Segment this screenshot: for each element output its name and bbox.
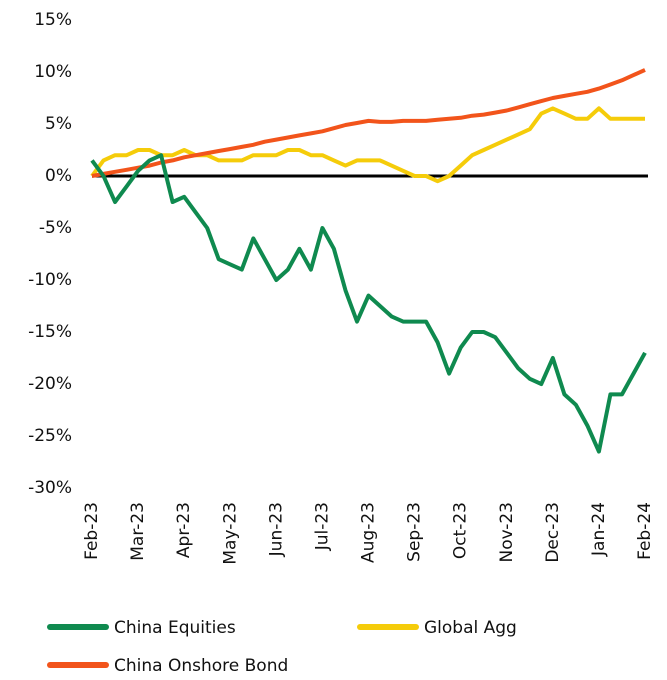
y-tick-label: -25% <box>28 426 72 446</box>
x-tick-label: Feb-24 <box>635 502 655 560</box>
series-line <box>91 68 646 178</box>
y-tick-label: -5% <box>39 218 72 238</box>
legend-label: China Onshore Bond <box>114 656 288 676</box>
x-tick-label: Jan-24 <box>589 502 609 557</box>
x-tick-label: Apr-23 <box>174 502 194 558</box>
x-tick-label: Mar-23 <box>128 502 148 561</box>
x-tick-label: Dec-23 <box>543 502 563 563</box>
y-tick-label: 5% <box>45 114 72 134</box>
y-tick-label: 10% <box>34 62 72 82</box>
y-tick-label: -30% <box>28 478 72 498</box>
x-tick-label: Jul-23 <box>312 502 332 551</box>
x-tick-label: Sep-23 <box>405 502 425 562</box>
legend-label: China Equities <box>114 618 236 638</box>
x-tick-label: Jun-23 <box>266 502 286 557</box>
series-line <box>90 106 645 184</box>
x-tick-label: Nov-23 <box>497 502 517 563</box>
y-tick-label: 15% <box>34 10 72 30</box>
y-tick-label: -10% <box>28 270 72 290</box>
x-tick-label: Aug-23 <box>359 502 379 563</box>
legend-label: Global Agg <box>424 618 517 638</box>
series-line <box>90 153 647 454</box>
x-tick-label: Feb-23 <box>82 502 102 560</box>
x-tick-label: May-23 <box>220 502 240 565</box>
y-tick-label: 0% <box>45 166 72 186</box>
y-tick-label: -15% <box>28 322 72 342</box>
y-tick-label: -20% <box>28 374 72 394</box>
x-tick-label: Oct-23 <box>451 502 471 559</box>
